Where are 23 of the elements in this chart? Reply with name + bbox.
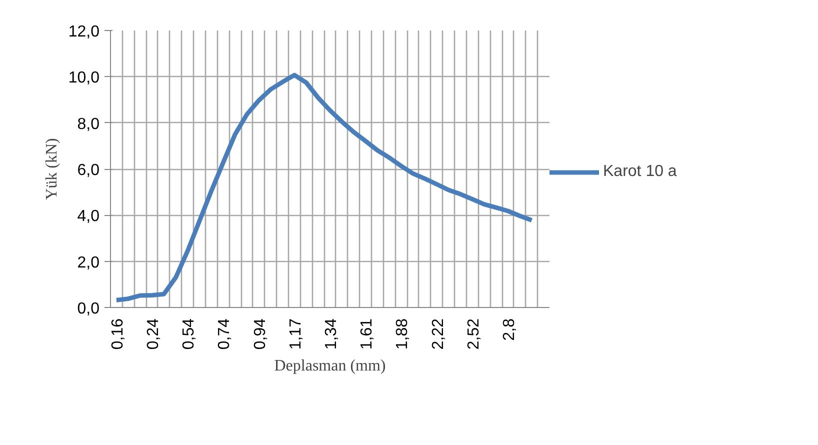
x-tick-label: 1,17 xyxy=(287,318,304,350)
legend-label: Karot 10 a xyxy=(603,163,677,181)
x-tick-label: 0,74 xyxy=(216,318,234,350)
y-tick-label: 10,0 xyxy=(68,70,100,87)
x-axis-title: Deplasman (mm) xyxy=(274,358,386,375)
y-tick-label: 0,0 xyxy=(77,300,100,318)
x-tick-label: 2,52 xyxy=(465,318,482,350)
x-tick-label: 0,24 xyxy=(145,318,162,350)
y-tick-label: 2,0 xyxy=(77,254,100,272)
y-tick-label: 6,0 xyxy=(77,162,100,179)
y-tick-label: 8,0 xyxy=(77,116,100,133)
x-tick-label: 0,16 xyxy=(109,318,126,350)
y-tick-label: 4,0 xyxy=(77,208,100,226)
y-tick-label: 12,0 xyxy=(68,24,100,40)
x-tick-label: 0,54 xyxy=(180,318,198,350)
x-tick-label: 1,88 xyxy=(394,318,412,350)
line-series xyxy=(114,72,534,302)
x-tick-label: 0,94 xyxy=(252,318,269,350)
y-axis-title: Yük (kN) xyxy=(43,138,60,200)
x-tick-label: 2,22 xyxy=(430,318,447,350)
x-tick-label: 2,8 xyxy=(500,318,518,341)
x-tick-label: 1,34 xyxy=(323,318,340,350)
x-tick-label: 1,61 xyxy=(358,318,376,350)
